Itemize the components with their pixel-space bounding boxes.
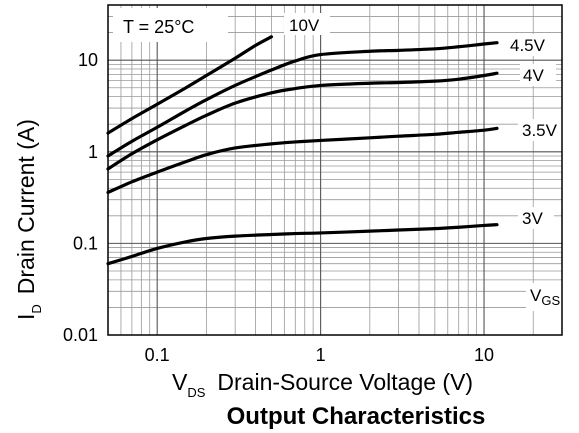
y-axis-label: IDDrain Current (A) xyxy=(13,119,44,320)
temperature-annotation: T = 25°C xyxy=(123,17,194,37)
legend-vgs-label: VGS xyxy=(530,286,560,308)
annotation-box xyxy=(113,8,228,42)
x-tick-labels: 0.1 1 10 xyxy=(145,345,494,365)
y-tick-label: 0.01 xyxy=(63,325,98,345)
plot-frame xyxy=(107,4,563,336)
curve-3v xyxy=(106,223,499,266)
curve-4v xyxy=(106,71,499,171)
x-tick-label: 10 xyxy=(474,345,494,365)
curve-label-10v: 10V xyxy=(289,16,320,35)
y-tick-label: 10 xyxy=(78,50,98,70)
curve-label-3v: 3V xyxy=(522,209,543,228)
curve-label-3-5v: 3.5V xyxy=(522,121,558,140)
x-tick-label: 1 xyxy=(316,345,326,365)
curve-10v xyxy=(106,35,274,135)
curve-label-4v-bg xyxy=(520,64,556,86)
legend-vgs-bg xyxy=(526,283,562,311)
x-axis-label: VDS Drain-Source Voltage (V) xyxy=(172,369,473,400)
curve-label-4-5v-bg xyxy=(505,34,553,56)
curve-4-5v xyxy=(106,41,499,158)
curve-label-4v: 4V xyxy=(523,66,544,85)
curve-3-5v xyxy=(106,126,499,195)
curve-label-4-5v: 4.5V xyxy=(510,36,546,55)
x-tick-label: 0.1 xyxy=(145,345,170,365)
curve-labels: 10V 4.5V 4V 3.5V 3V VGS xyxy=(284,13,566,311)
curves xyxy=(106,35,499,266)
y-tick-labels: 0.01 0.1 1 10 xyxy=(63,50,98,345)
curve-label-3v-bg xyxy=(518,207,554,229)
curve-label-10v-bg xyxy=(284,13,330,35)
y-tick-label: 0.1 xyxy=(73,233,98,253)
y-tick-label: 1 xyxy=(88,142,98,162)
curve-label-3-5v-bg xyxy=(518,119,566,141)
chart-title: Output Characteristics xyxy=(227,403,486,430)
